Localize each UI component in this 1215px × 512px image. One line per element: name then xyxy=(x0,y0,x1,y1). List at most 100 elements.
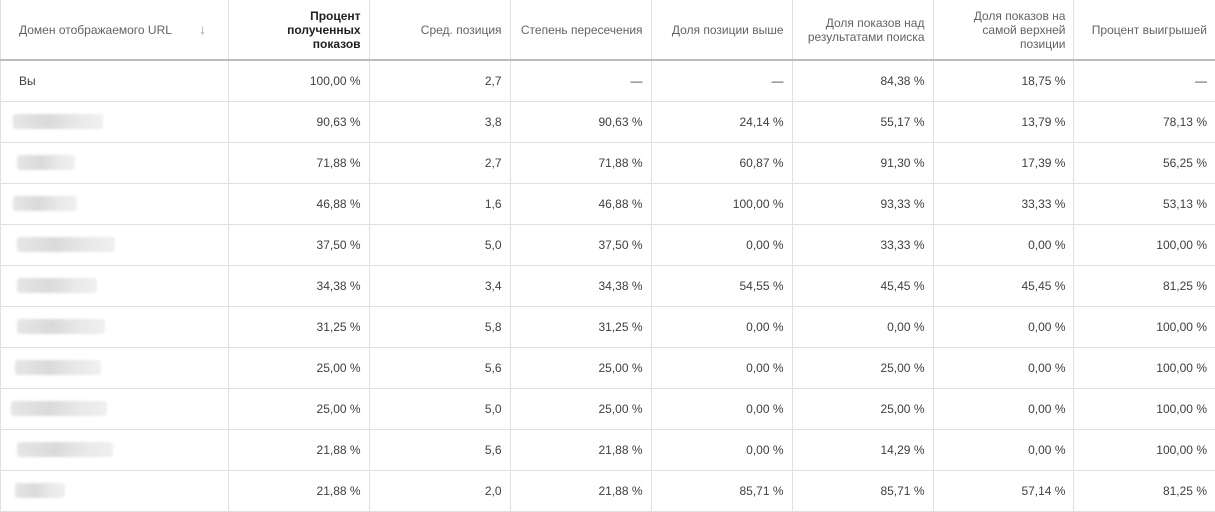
column-header-domain[interactable]: Домен отображаемого URL ↓ xyxy=(1,0,229,60)
column-header-label: Сред. позиция xyxy=(421,23,502,37)
column-header-outranking-share[interactable]: Процент выигрышей xyxy=(1074,0,1215,60)
outranking-share-cell: 100,00 % xyxy=(1074,224,1215,265)
domain-cell xyxy=(1,142,229,183)
redacted-domain xyxy=(17,278,97,293)
redacted-domain xyxy=(17,237,115,252)
position-above-rate-cell: 0,00 % xyxy=(651,429,792,470)
header-row: Домен отображаемого URL ↓ Процент получе… xyxy=(1,0,1215,60)
position-above-rate-cell: — xyxy=(651,60,792,101)
outranking-share-cell: 56,25 % xyxy=(1074,142,1215,183)
top-of-page-rate-cell: 85,71 % xyxy=(792,470,933,511)
avg-position-cell: 5,8 xyxy=(369,306,510,347)
avg-position-cell: 3,4 xyxy=(369,265,510,306)
outranking-share-cell: 53,13 % xyxy=(1074,183,1215,224)
outranking-share-cell: 100,00 % xyxy=(1074,429,1215,470)
top-of-page-rate-cell: 0,00 % xyxy=(792,306,933,347)
abs-top-rate-cell: 0,00 % xyxy=(933,429,1074,470)
avg-position-cell: 5,6 xyxy=(369,347,510,388)
outranking-share-cell: 81,25 % xyxy=(1074,470,1215,511)
domain-cell xyxy=(1,388,229,429)
outranking-share-cell: — xyxy=(1074,60,1215,101)
redacted-domain xyxy=(17,319,105,334)
top-of-page-rate-cell: 25,00 % xyxy=(792,347,933,388)
domain-cell xyxy=(1,470,229,511)
impression-share-cell: 90,63 % xyxy=(228,101,369,142)
impression-share-cell: 31,25 % xyxy=(228,306,369,347)
position-above-rate-cell: 0,00 % xyxy=(651,224,792,265)
domain-cell xyxy=(1,265,229,306)
column-header-abs-top-rate[interactable]: Доля показов на самой верхней позиции xyxy=(933,0,1074,60)
avg-position-cell: 5,0 xyxy=(369,388,510,429)
redacted-domain xyxy=(17,155,75,170)
top-of-page-rate-cell: 45,45 % xyxy=(792,265,933,306)
impression-share-cell: 25,00 % xyxy=(228,347,369,388)
position-above-rate-cell: 0,00 % xyxy=(651,347,792,388)
column-header-label: Домен отображаемого URL xyxy=(19,23,172,37)
column-header-top-of-page-rate[interactable]: Доля показов над результатами поиска xyxy=(792,0,933,60)
column-header-label: Степень пересечения xyxy=(521,23,643,37)
top-of-page-rate-cell: 84,38 % xyxy=(792,60,933,101)
domain-cell xyxy=(1,306,229,347)
redacted-domain xyxy=(13,196,77,211)
avg-position-cell: 2,7 xyxy=(369,60,510,101)
abs-top-rate-cell: 0,00 % xyxy=(933,347,1074,388)
redacted-domain xyxy=(17,442,113,457)
redacted-domain xyxy=(15,483,65,498)
overlap-rate-cell: 25,00 % xyxy=(510,347,651,388)
abs-top-rate-cell: 18,75 % xyxy=(933,60,1074,101)
column-header-label: Доля показов на самой верхней позиции xyxy=(974,9,1066,51)
avg-position-cell: 2,7 xyxy=(369,142,510,183)
arrow-down-icon[interactable]: ↓ xyxy=(178,0,228,58)
top-of-page-rate-cell: 14,29 % xyxy=(792,429,933,470)
impression-share-cell: 37,50 % xyxy=(228,224,369,265)
overlap-rate-cell: 31,25 % xyxy=(510,306,651,347)
column-header-impression-share[interactable]: Процент полученных показов xyxy=(228,0,369,60)
abs-top-rate-cell: 0,00 % xyxy=(933,224,1074,265)
domain-cell xyxy=(1,347,229,388)
abs-top-rate-cell: 13,79 % xyxy=(933,101,1074,142)
overlap-rate-cell: 90,63 % xyxy=(510,101,651,142)
overlap-rate-cell: 21,88 % xyxy=(510,429,651,470)
domain-cell xyxy=(1,101,229,142)
top-of-page-rate-cell: 55,17 % xyxy=(792,101,933,142)
overlap-rate-cell: 46,88 % xyxy=(510,183,651,224)
column-header-overlap-rate[interactable]: Степень пересечения xyxy=(510,0,651,60)
abs-top-rate-cell: 0,00 % xyxy=(933,388,1074,429)
top-of-page-rate-cell: 25,00 % xyxy=(792,388,933,429)
abs-top-rate-cell: 17,39 % xyxy=(933,142,1074,183)
abs-top-rate-cell: 0,00 % xyxy=(933,306,1074,347)
domain-cell xyxy=(1,183,229,224)
impression-share-cell: 25,00 % xyxy=(228,388,369,429)
overlap-rate-cell: 71,88 % xyxy=(510,142,651,183)
outranking-share-cell: 100,00 % xyxy=(1074,347,1215,388)
avg-position-cell: 5,6 xyxy=(369,429,510,470)
column-header-avg-position[interactable]: Сред. позиция xyxy=(369,0,510,60)
impression-share-cell: 100,00 % xyxy=(228,60,369,101)
impression-share-cell: 21,88 % xyxy=(228,470,369,511)
column-header-position-above-rate[interactable]: Доля позиции выше xyxy=(651,0,792,60)
avg-position-cell: 1,6 xyxy=(369,183,510,224)
position-above-rate-cell: 24,14 % xyxy=(651,101,792,142)
domain-cell: Вы xyxy=(1,60,229,101)
top-of-page-rate-cell: 33,33 % xyxy=(792,224,933,265)
column-header-label: Доля показов над результатами поиска xyxy=(808,16,925,44)
position-above-rate-cell: 0,00 % xyxy=(651,306,792,347)
position-above-rate-cell: 100,00 % xyxy=(651,183,792,224)
redacted-domain xyxy=(15,360,101,375)
avg-position-cell: 5,0 xyxy=(369,224,510,265)
impression-share-cell: 71,88 % xyxy=(228,142,369,183)
overlap-rate-cell: 21,88 % xyxy=(510,470,651,511)
redacted-domain xyxy=(13,114,103,129)
abs-top-rate-cell: 57,14 % xyxy=(933,470,1074,511)
